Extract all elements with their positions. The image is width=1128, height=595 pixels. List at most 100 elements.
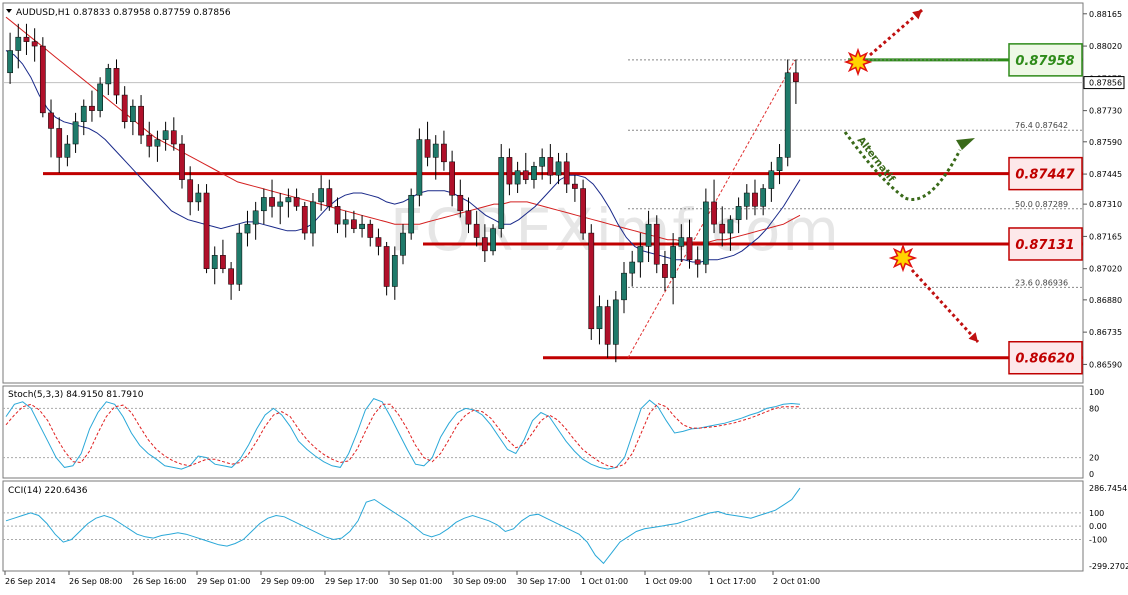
stoch-tick-label: 80 [1089,404,1099,413]
candle-body [629,261,636,274]
breakdown-starburst [888,243,918,273]
candle-body [64,143,71,158]
candle-body [776,157,783,171]
candle-body [359,223,365,229]
level-box-resistance-0.87958 [1008,43,1083,77]
candle-body [514,170,521,185]
candle-body [89,105,95,111]
candle-body [293,197,300,207]
candle-body [154,139,161,147]
cci-tick-label: 286.7454 [1089,484,1127,493]
candle-body [522,170,529,180]
candle-body [702,201,709,265]
candle-body [301,206,308,234]
candle-body [15,36,22,51]
candle-body [637,246,644,263]
candle-body [80,105,87,123]
candle-body [408,194,415,234]
candle-body [662,263,668,278]
candle-body [416,139,423,196]
candle-body [260,197,267,212]
symbol-header: AUDUSD,H1 0.87833 0.87958 0.87759 0.8785… [16,8,231,18]
candle-body [539,157,546,167]
fib-level-label: 23.6 [1015,278,1033,287]
cci-tick-label: -100 [1089,535,1107,544]
candle-body [645,223,652,247]
candle-body [588,232,595,330]
candle-body [334,206,341,225]
time-tick-label: 29 Sep 09:00 [261,577,314,586]
time-tick-label: 29 Sep 01:00 [197,577,250,586]
alternative-path [843,131,962,201]
candle-body [170,130,177,145]
candle-body [211,255,218,269]
stoch-tick-label: 20 [1089,454,1099,463]
candle-body [743,192,750,207]
candle-body [269,197,275,207]
candle-body [547,157,554,176]
price-tick-label: 0.87730 [1089,107,1122,116]
breakout-up-arrow-head [912,10,922,20]
candle-body [23,36,30,42]
price-tick-label: 0.88020 [1089,42,1122,51]
time-tick-label: 30 Sep 01:00 [389,577,442,586]
last-price-box [1083,76,1125,90]
time-tick-label: 30 Sep 17:00 [517,577,570,586]
time-tick-label: 26 Sep 2014 [5,577,56,586]
candle-body [146,134,153,147]
level-label-support-0.87447: 0.87447 [1015,168,1075,183]
fib-level-label: 50.0 [1015,200,1033,209]
breakdown-down-arrow [910,268,980,344]
candle-body [400,232,406,256]
candle-body [326,188,333,207]
candle-body [457,194,464,212]
cci-tick-label: 0.00 [1089,522,1107,531]
level-label-support-0.86620: 0.86620 [1015,352,1074,367]
candle-body [498,157,505,229]
time-tick-label: 30 Sep 09:00 [453,577,506,586]
price-panel-frame [2,2,1084,384]
candle-body [719,223,726,234]
time-tick-label: 26 Sep 08:00 [69,577,122,586]
candle-body [711,201,717,225]
level-box-support-0.87447 [1008,156,1083,191]
candle-body [48,112,54,129]
stoch-tick-label: 0 [1089,470,1094,479]
candle-body [580,188,586,234]
fib-level-label: 76.4 [1015,121,1033,130]
candle-body [784,72,791,158]
candle-body [252,210,259,225]
candle-body [97,83,104,111]
candle-body [130,105,136,123]
candle-body [449,161,455,196]
candle-body [653,223,660,265]
fib-level-price: 0.87289 [1035,200,1068,209]
candle-body [121,94,128,123]
candle-body [375,237,382,247]
price-tick-label: 0.87590 [1089,138,1122,147]
alternative-arrow-head [956,138,975,150]
candle-body [236,232,243,285]
level-box-support-0.87131 [1008,227,1083,261]
level-label-resistance-0.87958: 0.87958 [1015,54,1074,69]
price-tick-label: 0.88165 [1089,10,1122,19]
candle-body [220,255,226,269]
last-price-label: 0.87856 [1089,79,1122,88]
candle-body [162,130,169,140]
candle-body [678,237,685,247]
candle-body [105,68,112,85]
candle-body [203,192,210,269]
price-tick-label: 0.87165 [1089,232,1122,241]
candle-body [768,170,775,189]
candle-body [760,188,767,207]
candle-body [277,201,284,207]
candle-body [113,68,120,96]
candle-body [285,197,292,203]
candle-body [383,246,390,287]
candle-body [694,259,701,265]
candle-body [572,183,578,189]
candle-body [490,228,496,252]
fib-level-price: 0.86936 [1035,278,1068,287]
